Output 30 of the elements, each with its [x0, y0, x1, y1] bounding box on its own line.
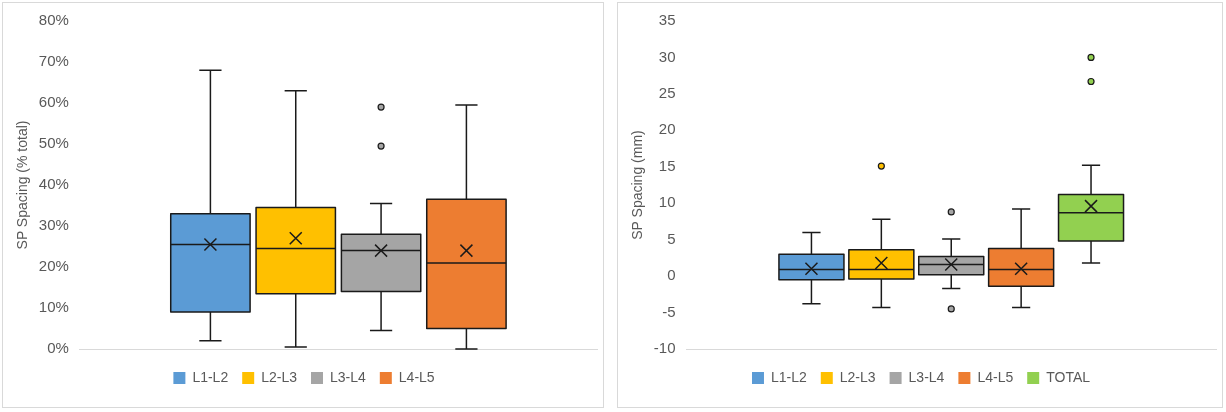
y-axis-title: SP Spacing (% total) — [14, 120, 31, 250]
y-tick-label: 30 — [658, 47, 676, 65]
y-tick-label: -5 — [662, 302, 676, 320]
y-tick-label: 70% — [38, 52, 69, 70]
y-tick-label: 5 — [667, 229, 676, 247]
legend-label: L4-L5 — [977, 368, 1014, 385]
y-tick-label: -10 — [653, 339, 676, 357]
y-tick-label: 30% — [38, 216, 69, 234]
y-tick-label: 40% — [38, 175, 69, 193]
y-tick-label: 35 — [658, 11, 676, 29]
y-tick-label: 20% — [38, 257, 69, 275]
y-tick-label: 10 — [658, 193, 676, 211]
y-tick-label: 15 — [658, 156, 676, 174]
legend-label: L3-L4 — [908, 368, 945, 385]
y-axis-title: SP Spacing (mm) — [629, 130, 646, 240]
legend-label: L1-L2 — [770, 368, 807, 385]
legend-label: L4-L5 — [398, 368, 435, 385]
y-tick-label: 0% — [47, 339, 69, 357]
legend-label: L2-L3 — [839, 368, 876, 385]
legend-label: TOTAL — [1046, 368, 1091, 385]
legend-label: L3-L4 — [330, 368, 367, 385]
y-tick-label: 20 — [658, 120, 676, 138]
y-tick-label: 10% — [38, 298, 69, 316]
y-tick-label: 25 — [658, 84, 676, 102]
y-tick-label: 0 — [667, 266, 676, 284]
y-tick-label: 50% — [38, 134, 69, 152]
legend-label: L1-L2 — [192, 368, 229, 385]
y-tick-label: 60% — [38, 93, 69, 111]
legend-label: L2-L3 — [261, 368, 298, 385]
y-tick-label: 80% — [38, 11, 69, 29]
